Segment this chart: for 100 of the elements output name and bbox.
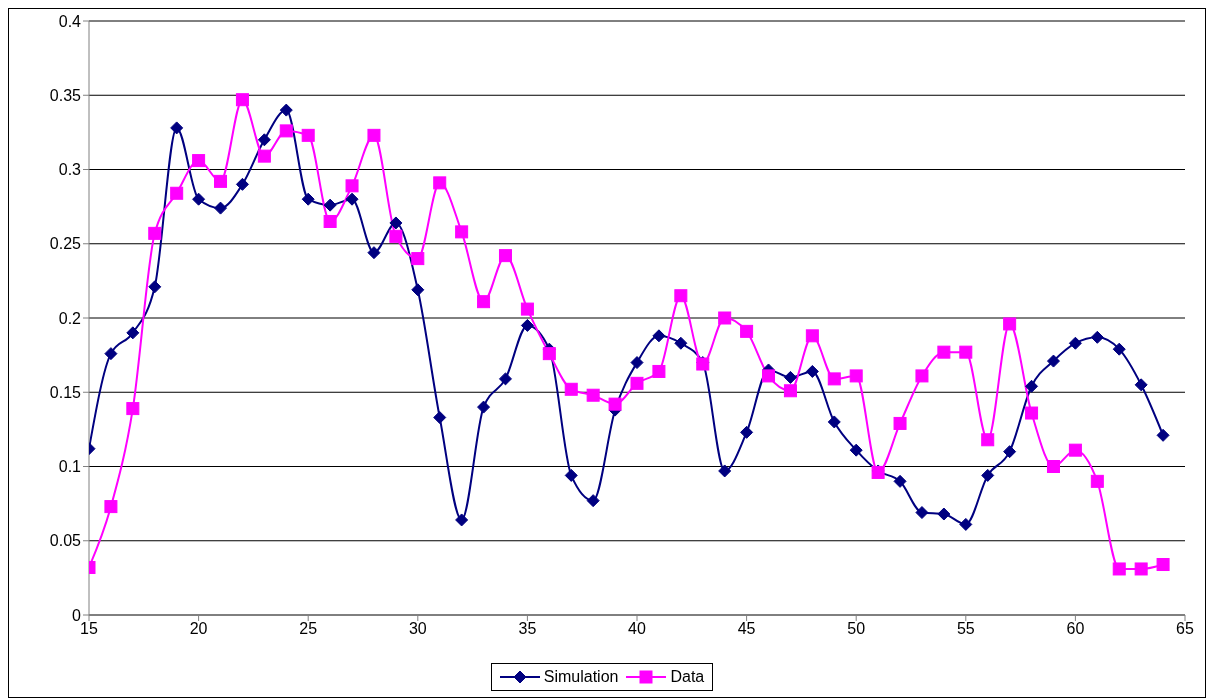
point xyxy=(520,318,534,332)
point xyxy=(805,364,819,378)
y-tick-label: 0.3 xyxy=(58,161,82,179)
point xyxy=(827,372,841,386)
point xyxy=(235,177,249,191)
x-tick-label: 15 xyxy=(80,620,98,638)
point xyxy=(586,494,600,508)
point xyxy=(1090,330,1104,344)
point xyxy=(1003,317,1017,331)
point xyxy=(192,154,206,168)
y-tick-label: 0.35 xyxy=(49,86,82,104)
point xyxy=(214,174,228,188)
point xyxy=(1046,460,1060,473)
point xyxy=(1134,378,1148,392)
point xyxy=(192,192,206,206)
point xyxy=(1112,342,1126,356)
point xyxy=(1156,558,1170,572)
point xyxy=(652,329,666,343)
point xyxy=(981,433,995,447)
point xyxy=(301,128,315,142)
y-tick-label: 0.15 xyxy=(49,383,82,401)
x-tick-label: 65 xyxy=(1176,620,1194,638)
point xyxy=(674,336,688,350)
point xyxy=(170,186,184,200)
point xyxy=(783,370,797,384)
point xyxy=(893,416,907,430)
point xyxy=(126,402,140,416)
point xyxy=(849,443,863,457)
point xyxy=(915,506,929,520)
point xyxy=(740,425,754,439)
point xyxy=(564,468,578,482)
point xyxy=(411,252,425,266)
point xyxy=(455,513,469,527)
x-tick-label: 30 xyxy=(408,620,427,638)
point xyxy=(235,93,249,107)
y-tick-label: 0.2 xyxy=(58,309,82,327)
x-tick-label: 55 xyxy=(956,620,975,638)
x-tick-label: 40 xyxy=(628,620,646,638)
point xyxy=(498,249,512,263)
point xyxy=(718,464,732,478)
point xyxy=(937,345,951,359)
point xyxy=(1068,443,1082,457)
point xyxy=(323,198,337,212)
point xyxy=(148,280,162,294)
point xyxy=(389,229,403,243)
point xyxy=(520,302,534,316)
x-tick-label: 35 xyxy=(518,620,537,638)
point xyxy=(433,176,447,190)
point xyxy=(805,329,819,343)
y-tick-label: 0.4 xyxy=(58,12,82,30)
point xyxy=(959,517,973,531)
legend-label: Simulation xyxy=(543,668,619,686)
point xyxy=(126,326,140,340)
point xyxy=(257,149,271,163)
point xyxy=(937,507,951,521)
point xyxy=(783,384,797,398)
y-tick-label: 0.05 xyxy=(49,532,82,550)
x-tick-label: 25 xyxy=(299,620,318,638)
point xyxy=(257,133,271,147)
point xyxy=(1112,562,1126,576)
point xyxy=(564,382,578,396)
point xyxy=(477,295,491,309)
point xyxy=(104,347,118,361)
point xyxy=(849,369,863,383)
point xyxy=(1156,428,1170,442)
point xyxy=(630,356,644,370)
point xyxy=(455,225,469,239)
point xyxy=(214,201,228,215)
point xyxy=(345,192,359,206)
point xyxy=(893,474,907,488)
point xyxy=(411,283,425,297)
point xyxy=(630,376,644,390)
point xyxy=(1046,354,1060,368)
point xyxy=(323,214,337,228)
point xyxy=(608,397,622,411)
x-tick-label: 60 xyxy=(1066,620,1085,638)
point xyxy=(367,246,381,260)
point xyxy=(542,347,556,361)
point xyxy=(279,103,293,117)
x-tick-label: 20 xyxy=(189,620,208,638)
point xyxy=(1068,336,1082,350)
point xyxy=(762,369,776,383)
point xyxy=(652,364,666,378)
point xyxy=(301,192,315,206)
point xyxy=(498,372,512,386)
point xyxy=(740,324,754,338)
point xyxy=(345,179,359,193)
point xyxy=(477,400,491,414)
point xyxy=(170,121,184,135)
point xyxy=(104,500,118,514)
point xyxy=(1003,445,1017,459)
point xyxy=(959,345,973,359)
point xyxy=(148,226,162,240)
point xyxy=(367,128,381,142)
point xyxy=(1025,379,1039,393)
point xyxy=(433,410,447,424)
y-tick-label: 0 xyxy=(72,606,82,624)
point xyxy=(586,388,600,402)
point xyxy=(915,369,929,383)
y-tick-label: 0.25 xyxy=(49,235,82,253)
